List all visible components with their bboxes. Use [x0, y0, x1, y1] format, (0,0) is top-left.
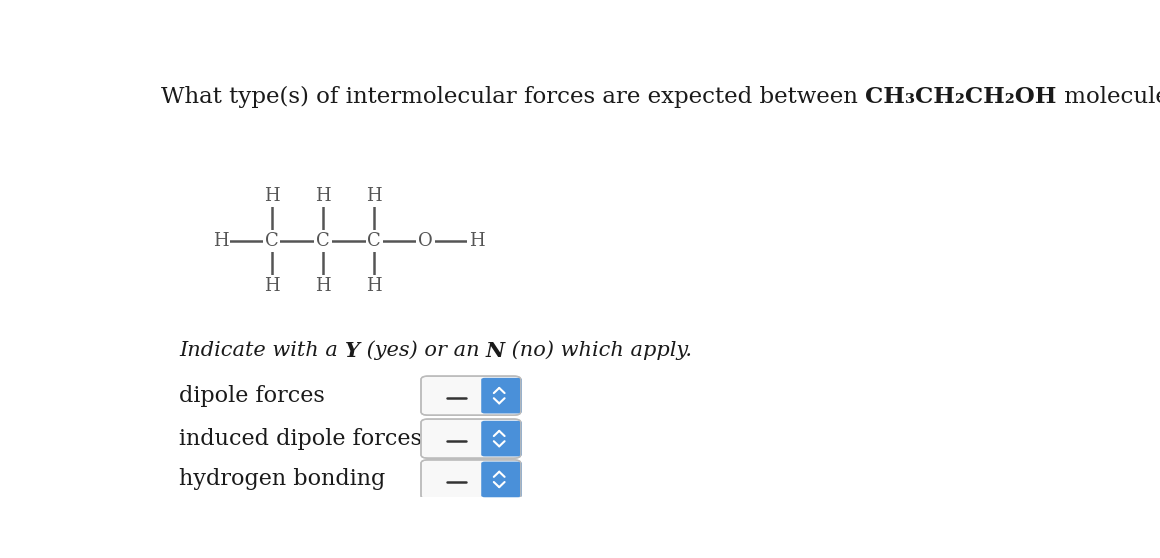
Text: H: H — [367, 277, 382, 295]
Text: induced dipole forces: induced dipole forces — [179, 427, 422, 450]
Text: H: H — [264, 187, 280, 205]
FancyBboxPatch shape — [421, 460, 521, 499]
Text: (yes) or an: (yes) or an — [360, 341, 486, 360]
Text: H: H — [316, 187, 331, 205]
Text: hydrogen bonding: hydrogen bonding — [179, 468, 385, 490]
FancyBboxPatch shape — [481, 378, 522, 413]
FancyBboxPatch shape — [481, 421, 522, 456]
Text: (no) which apply.: (no) which apply. — [505, 341, 691, 360]
Text: C: C — [368, 232, 382, 250]
FancyBboxPatch shape — [421, 376, 521, 415]
Text: H: H — [212, 232, 229, 250]
Text: What type(s) of intermolecular forces are expected between: What type(s) of intermolecular forces ar… — [161, 86, 865, 108]
Text: H: H — [367, 187, 382, 205]
Text: Indicate with a: Indicate with a — [179, 341, 345, 360]
Text: H: H — [264, 277, 280, 295]
Text: Y: Y — [345, 340, 360, 360]
Text: H: H — [316, 277, 331, 295]
Text: C: C — [264, 232, 278, 250]
Text: CH₃CH₂CH₂OH: CH₃CH₂CH₂OH — [865, 86, 1057, 108]
FancyBboxPatch shape — [421, 419, 521, 458]
Text: dipole forces: dipole forces — [179, 384, 325, 407]
Text: H: H — [469, 232, 485, 250]
FancyBboxPatch shape — [481, 461, 522, 497]
Text: O: O — [418, 232, 433, 250]
Text: C: C — [317, 232, 329, 250]
Text: N: N — [486, 340, 505, 360]
Text: molecules?: molecules? — [1057, 86, 1160, 108]
